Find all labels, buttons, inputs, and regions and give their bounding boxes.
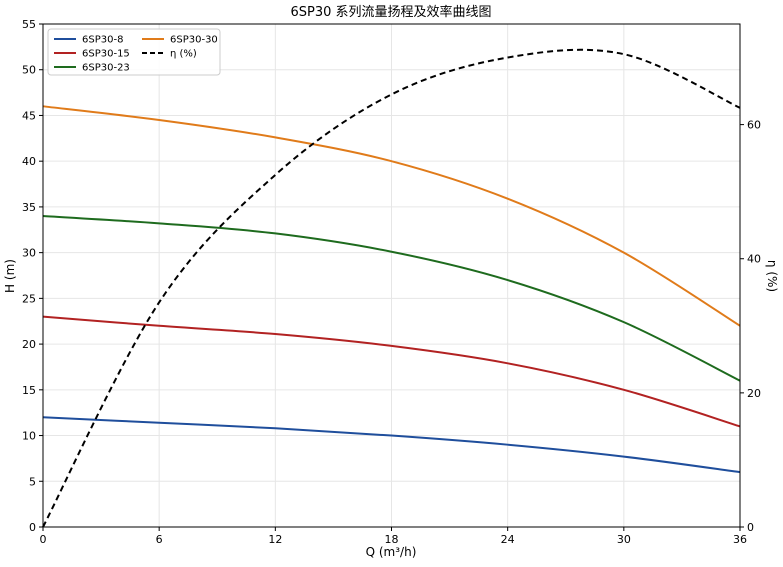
x-tick-label: 18 — [385, 533, 399, 546]
series-line-3 — [42, 105, 741, 327]
y-tick-label: 55 — [22, 18, 36, 31]
x-tick-label: 6 — [156, 533, 163, 546]
legend-item-label: η (%) — [170, 49, 197, 60]
series-line-2 — [42, 215, 741, 382]
axes: 0 6 12 18 24 30 360510152025303540455055020406… — [22, 18, 761, 546]
grid — [42, 23, 741, 528]
y2-tick-label: 20 — [747, 387, 761, 400]
legend-item-label: 6SP30-15 — [82, 49, 130, 60]
x-tick-label: 0 — [40, 533, 47, 546]
legend-box — [47, 28, 221, 76]
y-tick-label: 10 — [22, 430, 36, 443]
series-line-0 — [42, 416, 741, 474]
x-tick-label: 24 — [501, 533, 515, 546]
x-tick-label: 30 — [617, 533, 631, 546]
y-axis-label: H (m) — [3, 259, 17, 293]
y-tick-label: 50 — [22, 64, 36, 77]
series-layer — [42, 48, 741, 528]
legend-item-label: 6SP30-30 — [170, 35, 218, 46]
y-tick-label: 25 — [22, 292, 36, 305]
legend-item-label: 6SP30-8 — [82, 35, 123, 46]
x-tick-label: 36 — [733, 533, 747, 546]
y-tick-label: 20 — [22, 338, 36, 351]
series-line-4 — [42, 48, 741, 528]
y-tick-label: 15 — [22, 384, 36, 397]
y2-axis-label: η (%) — [765, 260, 779, 292]
y-tick-label: 0 — [29, 521, 36, 534]
y-tick-label: 35 — [22, 201, 36, 214]
y-tick-label: 40 — [22, 155, 36, 168]
y-tick-label: 30 — [22, 247, 36, 260]
legend-item-label: 6SP30-23 — [82, 63, 130, 74]
chart-title: 6SP30 系列流量扬程及效率曲线图 — [290, 4, 491, 20]
y-tick-label: 45 — [22, 109, 36, 122]
y2-tick-label: 0 — [747, 521, 754, 534]
y2-tick-label: 60 — [747, 119, 761, 132]
y-tick-label: 5 — [29, 475, 36, 488]
legend: 6SP30-8 6SP30-15 6SP30-23 6SP30-30 η (%) — [47, 28, 221, 76]
y2-tick-label: 40 — [747, 253, 761, 266]
x-tick-label: 12 — [268, 533, 282, 546]
x-axis-label: Q (m³/h) — [366, 545, 417, 559]
series-line-1 — [42, 315, 741, 428]
